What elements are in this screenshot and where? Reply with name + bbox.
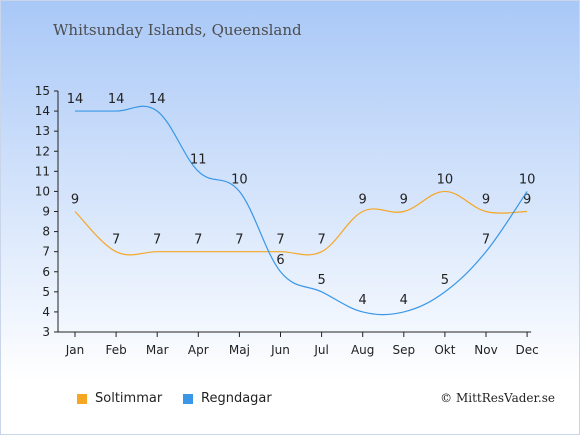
x-tick-label: Feb [105, 343, 126, 357]
y-tick-label: 5 [42, 285, 50, 299]
data-label-regndagar: 11 [190, 152, 207, 167]
data-label-regndagar: 6 [276, 253, 284, 268]
data-label-regndagar: 14 [149, 92, 166, 107]
chart-title: Whitsunday Islands, Queensland [53, 21, 302, 39]
y-tick-label: 14 [35, 104, 50, 118]
x-tick-label: Apr [188, 343, 209, 357]
x-tick-label: Mar [146, 343, 169, 357]
data-label-soltimmar: 7 [112, 233, 120, 248]
data-label-regndagar: 4 [400, 293, 408, 308]
data-label-soltimmar: 9 [400, 193, 408, 208]
data-label-soltimmar: 7 [235, 233, 243, 248]
legend-swatch-regndagar [183, 393, 193, 404]
data-label-regndagar: 10 [231, 172, 248, 187]
credit-text: © MittResVader.se [440, 391, 555, 405]
data-label-soltimmar: 9 [482, 193, 490, 208]
data-label-regndagar: 7 [482, 233, 490, 248]
x-tick-label: Maj [229, 343, 250, 357]
x-tick-label: Jul [313, 343, 328, 357]
x-tick-label: Jan [65, 343, 85, 357]
data-label-regndagar: 5 [441, 273, 449, 288]
legend-item-regndagar: Regndagar [183, 391, 272, 406]
x-tick-label: Nov [474, 343, 497, 357]
data-label-regndagar: 5 [317, 273, 325, 288]
legend-label-regndagar: Regndagar [201, 391, 272, 406]
data-label-soltimmar: 7 [276, 233, 284, 248]
y-tick-label: 9 [42, 205, 50, 219]
data-label-regndagar: 14 [108, 92, 125, 107]
legend-swatch-soltimmar [77, 393, 87, 404]
x-tick-label: Okt [434, 343, 455, 357]
y-tick-label: 3 [42, 325, 50, 339]
legend-item-soltimmar: Soltimmar [77, 391, 162, 406]
x-tick-label: Dec [515, 343, 538, 357]
data-label-regndagar: 14 [67, 92, 84, 107]
data-label-soltimmar: 7 [194, 233, 202, 248]
series-line-regndagar [75, 105, 528, 316]
legend-label-soltimmar: Soltimmar [95, 391, 163, 406]
series-line-soltimmar [74, 190, 528, 256]
data-label-soltimmar: 9 [523, 193, 531, 208]
data-label-soltimmar: 9 [359, 193, 367, 208]
data-label-soltimmar: 10 [437, 172, 454, 187]
data-label-soltimmar: 7 [317, 233, 325, 248]
y-tick-label: 15 [35, 84, 50, 98]
x-tick-label: Aug [351, 343, 374, 357]
y-tick-label: 8 [42, 225, 50, 239]
x-tick-label: Sep [392, 343, 415, 357]
y-tick-label: 7 [42, 245, 50, 259]
data-label-soltimmar: 9 [71, 193, 79, 208]
y-tick-label: 10 [35, 184, 50, 198]
data-label-regndagar: 10 [519, 172, 536, 187]
data-label-soltimmar: 7 [153, 233, 161, 248]
y-tick-label: 6 [42, 265, 50, 279]
y-tick-label: 11 [35, 164, 50, 178]
data-label-regndagar: 4 [359, 293, 367, 308]
y-tick-label: 4 [42, 305, 50, 319]
x-tick-label: Jun [270, 343, 290, 357]
y-tick-label: 13 [35, 124, 50, 138]
y-tick-label: 12 [35, 144, 50, 158]
